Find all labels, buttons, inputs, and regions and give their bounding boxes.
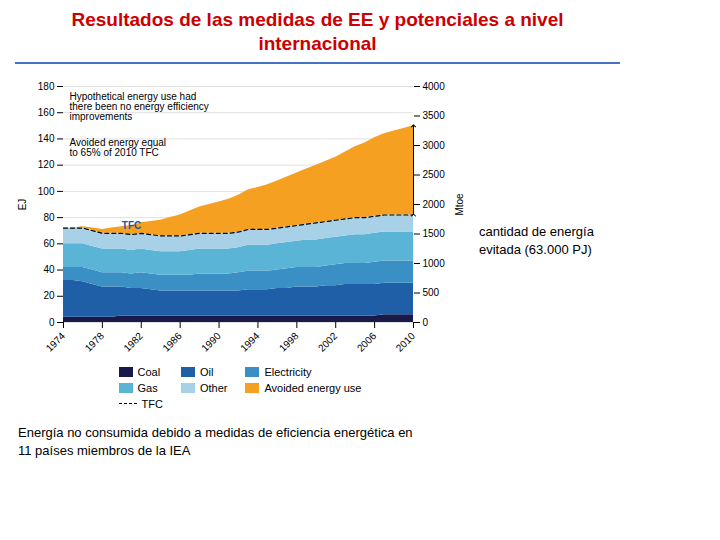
svg-text:2006: 2006 <box>355 329 379 353</box>
svg-text:0: 0 <box>423 316 429 327</box>
html-text:Avoided energy use: Avoided energy use <box>264 381 362 394</box>
svg-text:EJ: EJ <box>17 198 28 210</box>
svg-text:160: 160 <box>38 106 55 117</box>
html-text:Coal: Coal <box>137 365 161 378</box>
svg-text:2500: 2500 <box>423 169 446 180</box>
html-text:Gas: Gas <box>137 381 158 394</box>
svg-text:TFC: TFC <box>122 219 141 230</box>
svg-text:1998: 1998 <box>277 329 301 353</box>
svg-text:60: 60 <box>43 238 55 249</box>
svg-text:1974: 1974 <box>44 329 68 353</box>
svg-text:80: 80 <box>43 211 55 222</box>
svg-text:1000: 1000 <box>423 257 446 268</box>
svg-text:Hypothetical energy use hadthe: Hypothetical energy use hadthere been no… <box>70 90 209 121</box>
html-text:Resultados de las medidas de E: Resultados de las medidas de EE y potenc… <box>71 9 564 54</box>
svg-text:Avoided energy equalto 65% of: Avoided energy equalto 65% of 2010 TFC <box>70 136 167 157</box>
svg-text:140: 140 <box>38 133 55 144</box>
svg-text:4000: 4000 <box>423 80 446 91</box>
html-text:Energía no consumida debido a: Energía no consumida debido a medidas de… <box>18 424 413 458</box>
svg-text:120: 120 <box>38 159 55 170</box>
svg-text:0: 0 <box>49 316 55 327</box>
svg-text:180: 180 <box>38 80 55 91</box>
html-text:Oil: Oil <box>199 365 214 378</box>
html-text:Electricity: Electricity <box>264 365 312 378</box>
html-text:Other: Other <box>199 381 228 394</box>
svg-text:2010: 2010 <box>394 329 418 353</box>
html-text:TFC: TFC <box>141 397 163 410</box>
svg-text:3500: 3500 <box>423 110 446 121</box>
svg-text:1978: 1978 <box>83 329 107 353</box>
svg-text:20: 20 <box>43 290 55 301</box>
svg-text:1990: 1990 <box>199 329 223 353</box>
svg-text:1982: 1982 <box>121 329 145 353</box>
svg-text:Mtoe: Mtoe <box>454 192 465 215</box>
svg-text:1500: 1500 <box>423 228 446 239</box>
svg-text:2002: 2002 <box>316 329 340 353</box>
svg-text:500: 500 <box>423 287 440 298</box>
svg-text:40: 40 <box>43 264 55 275</box>
html-text:cantidad de energía evitada (6: cantidad de energía evitada (63.000 PJ) <box>479 224 594 257</box>
svg-text:1986: 1986 <box>160 329 184 353</box>
svg-text:3000: 3000 <box>423 139 446 150</box>
svg-text:100: 100 <box>38 185 55 196</box>
svg-text:2000: 2000 <box>423 198 446 209</box>
svg-text:1994: 1994 <box>238 329 262 353</box>
